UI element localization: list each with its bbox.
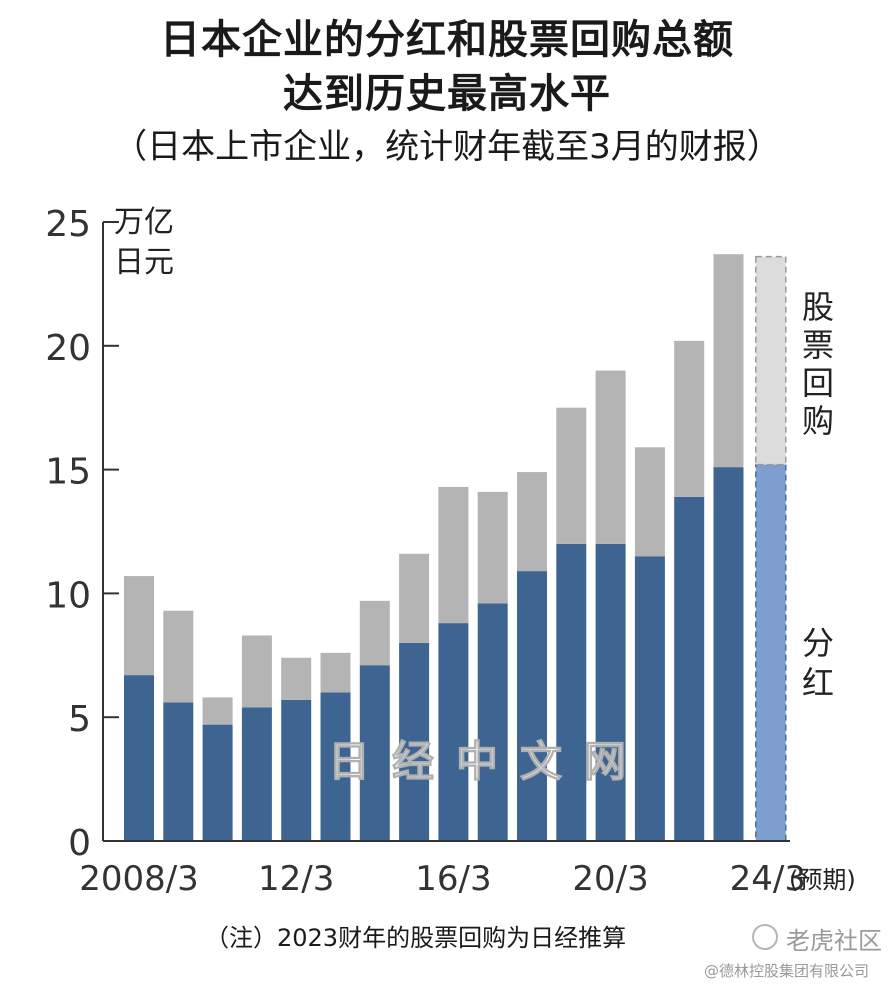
watermark-copyright: @德林控股集团有限公司 bbox=[704, 962, 870, 980]
bar-dividend bbox=[477, 603, 508, 841]
chart-subtitle: （日本上市企业，统计财年截至3月的财报） bbox=[113, 127, 781, 167]
y-tick-label: 5 bbox=[68, 699, 91, 740]
bar-buyback bbox=[202, 697, 233, 725]
chart-title-line1: 日本企业的分红和股票回购总额 bbox=[160, 17, 734, 63]
bar-buyback bbox=[124, 576, 154, 676]
tiger-community-logo-icon bbox=[752, 924, 778, 950]
bar-buyback bbox=[241, 635, 272, 708]
legend-dividend-char: 红 bbox=[802, 664, 834, 702]
bar-dividend bbox=[517, 571, 547, 841]
x-tick-label: 20/3 bbox=[572, 859, 648, 899]
bar-buyback bbox=[163, 610, 194, 703]
bar-buyback bbox=[399, 553, 430, 643]
watermark-brand: 老虎社区 bbox=[786, 927, 882, 955]
bar-buyback-forecast bbox=[755, 255, 787, 466]
chart-title-line2: 达到历史最高水平 bbox=[283, 71, 611, 117]
bar-dividend bbox=[674, 496, 705, 841]
bar-dividend-forecast bbox=[755, 463, 787, 842]
bar-dividend bbox=[713, 467, 744, 841]
bar-dividend bbox=[281, 699, 312, 841]
legend-buyback-char: 回 bbox=[802, 364, 834, 402]
bar-buyback bbox=[320, 652, 351, 693]
y-unit-label: 万亿 bbox=[114, 205, 174, 240]
y-tick-label: 0 bbox=[68, 823, 91, 864]
legend-buyback-char: 购 bbox=[802, 402, 834, 440]
bar-dividend bbox=[163, 702, 194, 841]
legend-buyback-char: 票 bbox=[802, 326, 834, 364]
bar-buyback bbox=[438, 486, 469, 624]
x-tick-label: 12/3 bbox=[258, 859, 334, 899]
y-tick-label: 10 bbox=[45, 575, 91, 616]
y-unit-label: 日元 bbox=[114, 245, 174, 280]
bar-buyback bbox=[281, 657, 312, 700]
bar-dividend bbox=[202, 724, 233, 841]
legend-dividend-char: 分 bbox=[802, 624, 834, 662]
bar-buyback bbox=[556, 407, 587, 544]
watermark-text: 日经中文网 bbox=[328, 737, 648, 786]
bar-dividend bbox=[438, 623, 469, 841]
footnote: （注）2023财年的股票回购为日经推算 bbox=[205, 924, 627, 952]
bar-buyback bbox=[595, 370, 626, 544]
bar-dividend bbox=[320, 692, 351, 841]
bar-dividend bbox=[399, 642, 430, 841]
bar-dividend bbox=[124, 675, 154, 841]
bar-buyback bbox=[674, 340, 705, 497]
bar-buyback bbox=[634, 447, 665, 557]
x-tick-label: 16/3 bbox=[415, 859, 491, 899]
bar-dividend bbox=[634, 556, 665, 841]
x-tick-label: 2008/3 bbox=[79, 859, 199, 899]
bar-dividend bbox=[241, 707, 272, 841]
x-tick-label: 24/3 bbox=[730, 859, 806, 899]
forecast-label: (预期) bbox=[789, 866, 856, 894]
bar-buyback bbox=[359, 600, 390, 666]
bar-dividend bbox=[595, 543, 626, 841]
bar-buyback bbox=[517, 472, 547, 572]
bar-buyback bbox=[713, 254, 744, 468]
bar-dividend bbox=[359, 665, 390, 841]
bar-dividend bbox=[556, 543, 587, 841]
bar-buyback bbox=[477, 491, 508, 604]
y-tick-label: 15 bbox=[45, 452, 91, 493]
y-tick-label: 25 bbox=[45, 204, 91, 245]
y-tick-label: 20 bbox=[45, 328, 91, 369]
legend-buyback-char: 股 bbox=[802, 288, 834, 326]
